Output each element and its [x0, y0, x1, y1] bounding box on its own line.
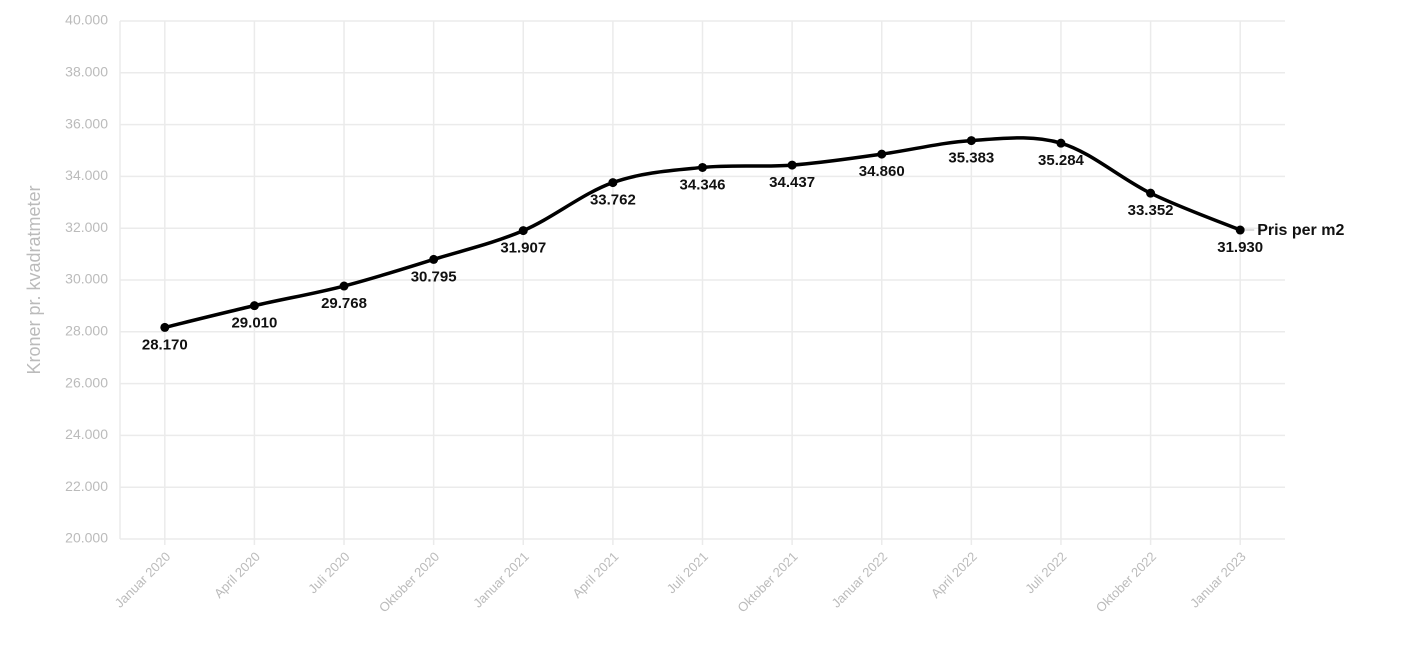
x-tick-label: Juli 2020 — [305, 549, 352, 596]
point — [787, 160, 797, 170]
y-tick-label: 32.000 — [65, 219, 108, 235]
x-tick-label: Juli 2022 — [1022, 549, 1069, 596]
point — [249, 301, 259, 311]
value-label: 34.437 — [769, 174, 815, 191]
value-label: 34.346 — [680, 176, 726, 193]
point — [1235, 225, 1245, 235]
x-tick-label: Januar 2020 — [112, 549, 174, 611]
x-tick-label: April 2020 — [211, 549, 263, 601]
value-label: 29.010 — [231, 315, 277, 332]
y-tick-label: 36.000 — [65, 115, 108, 131]
point — [877, 149, 887, 159]
y-tick-label: 24.000 — [65, 426, 108, 442]
x-tick-label: Oktober 2022 — [1093, 549, 1159, 615]
point — [698, 162, 707, 172]
value-label: 35.383 — [948, 150, 994, 167]
x-tick-label: Januar 2022 — [829, 549, 891, 611]
y-tick-label: 38.000 — [65, 64, 108, 80]
y-axis-label: Kroner pr. kvadratmeter — [24, 185, 44, 374]
value-label: 28.170 — [142, 336, 188, 353]
x-tick-label: April 2022 — [928, 549, 980, 601]
x-tick-label: April 2021 — [569, 549, 621, 601]
y-tick-label: 34.000 — [65, 167, 108, 183]
value-label: 33.352 — [1128, 202, 1174, 219]
x-tick-label: Januar 2023 — [1187, 549, 1249, 611]
y-tick-label: 30.000 — [65, 271, 108, 287]
point — [429, 254, 439, 264]
x-tick-label: Januar 2021 — [470, 549, 532, 611]
value-label: 35.284 — [1038, 152, 1085, 169]
y-tick-label: 22.000 — [65, 478, 108, 494]
value-label: 31.907 — [500, 240, 546, 257]
point — [1056, 138, 1066, 148]
value-label: 33.762 — [590, 192, 636, 209]
point — [339, 281, 349, 291]
point — [518, 226, 528, 236]
y-tick-label: 40.000 — [65, 12, 108, 28]
x-tick-label: Juli 2021 — [664, 549, 711, 596]
y-tick-label: 28.000 — [65, 323, 108, 339]
point — [1146, 188, 1156, 198]
value-label: 31.930 — [1217, 239, 1263, 256]
y-tick-label: 26.000 — [65, 374, 108, 390]
y-tick-label: 20.000 — [65, 530, 108, 546]
series-label: Pris per m2 — [1257, 222, 1344, 239]
value-label: 29.768 — [321, 295, 367, 312]
point — [608, 178, 618, 188]
value-label: 34.860 — [859, 163, 905, 180]
point — [160, 322, 170, 332]
point — [966, 136, 976, 146]
x-tick-label: Oktober 2020 — [376, 549, 442, 615]
value-label: 30.795 — [411, 268, 457, 285]
x-tick-label: Oktober 2021 — [734, 549, 800, 615]
